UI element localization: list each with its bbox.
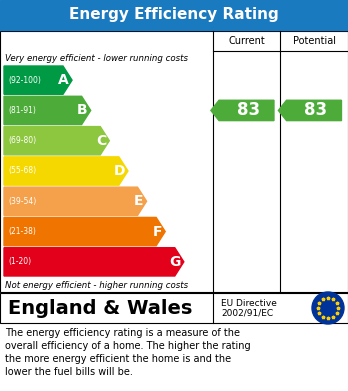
Text: overall efficiency of a home. The higher the rating: overall efficiency of a home. The higher…	[5, 341, 251, 351]
Bar	[0, 0, 348, 30]
Circle shape	[312, 292, 344, 324]
Text: 83: 83	[304, 101, 327, 119]
Text: Not energy efficient - higher running costs: Not energy efficient - higher running co…	[5, 280, 188, 289]
Text: G: G	[169, 255, 181, 269]
Polygon shape	[4, 96, 91, 125]
Text: the more energy efficient the home is and the: the more energy efficient the home is an…	[5, 354, 231, 364]
Text: Energy Efficiency Rating: Energy Efficiency Rating	[69, 7, 279, 23]
Text: F: F	[153, 224, 162, 239]
Text: (39-54): (39-54)	[8, 197, 36, 206]
Polygon shape	[4, 157, 128, 185]
Text: EU Directive: EU Directive	[221, 298, 277, 307]
Text: The energy efficiency rating is a measure of the: The energy efficiency rating is a measur…	[5, 328, 240, 338]
Polygon shape	[4, 187, 147, 215]
Text: A: A	[58, 73, 69, 87]
Text: (81-91): (81-91)	[8, 106, 36, 115]
Text: Current: Current	[228, 36, 265, 46]
Text: 83: 83	[237, 101, 260, 119]
Bar	[0, 31, 348, 292]
Text: (92-100): (92-100)	[8, 75, 41, 84]
Text: England & Wales: England & Wales	[8, 298, 192, 317]
Polygon shape	[4, 66, 72, 94]
Polygon shape	[4, 127, 109, 155]
Bar	[0, 293, 348, 323]
Text: D: D	[113, 164, 125, 178]
Text: Very energy efficient - lower running costs: Very energy efficient - lower running co…	[5, 54, 188, 63]
Text: lower the fuel bills will be.: lower the fuel bills will be.	[5, 367, 133, 377]
Polygon shape	[4, 248, 184, 276]
Text: (21-38): (21-38)	[8, 227, 36, 236]
Text: E: E	[134, 194, 144, 208]
Text: Potential: Potential	[293, 36, 335, 46]
Polygon shape	[211, 100, 274, 120]
Text: (55-68): (55-68)	[8, 167, 36, 176]
Text: (1-20): (1-20)	[8, 257, 31, 266]
Text: B: B	[77, 104, 88, 117]
Polygon shape	[278, 100, 341, 120]
Text: 2002/91/EC: 2002/91/EC	[221, 308, 273, 317]
Text: C: C	[96, 134, 106, 148]
Polygon shape	[4, 217, 165, 246]
Text: (69-80): (69-80)	[8, 136, 36, 145]
